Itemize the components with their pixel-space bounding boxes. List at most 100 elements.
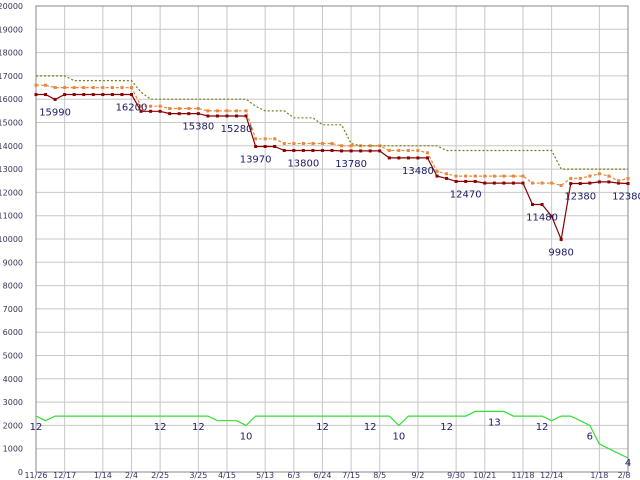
series-1-point [63,86,67,90]
series-1-point [34,83,38,87]
y-tick-label: 4000 [3,375,23,384]
series-0-point [53,97,57,101]
price-data-label: 11480 [526,213,558,224]
y-tick-label: 0 [18,468,23,477]
x-tick-label: 2/8 [618,471,631,480]
series-1-point [368,144,372,148]
price-data-label: 13780 [335,159,367,170]
series-1-point [607,174,611,178]
series-0-point [187,112,191,116]
plot-frame [35,5,629,473]
series-1-point [215,109,219,113]
series-0-point [254,144,258,148]
count-data-label: 12 [30,422,43,433]
series-0-point [196,112,200,116]
series-1-point [120,86,124,90]
series-0-point [473,179,477,183]
series-0-point [559,237,563,241]
series-1-point [435,169,439,173]
series-1-point [550,181,554,185]
series-1-point [492,174,496,178]
price-data-label: 16200 [116,103,148,114]
x-tick-label: 2/25 [151,471,169,480]
y-tick-label: 19000 [0,25,23,34]
y-tick-label: 18000 [0,49,23,58]
series-0-point [120,93,124,97]
series-1-point [301,141,305,145]
series-0-point [72,93,76,97]
price-data-label: 15990 [39,107,71,118]
series-0-point [569,182,573,186]
series-1-point [263,137,267,141]
series-0-point [445,176,449,180]
series-1-point [406,148,410,152]
count-data-label: 10 [240,431,253,442]
series-0-point [483,181,487,185]
x-tick-label: 6/24 [313,471,331,480]
price-data-label: 9980 [548,247,573,258]
series-0-point [607,180,611,184]
series-0-point [435,174,439,178]
series-0-point [378,149,382,153]
series-0-point [387,156,391,160]
series-1-point [454,174,458,178]
grid [35,5,629,473]
series-0-point [540,203,544,207]
series-0-point [597,180,601,184]
series-1-point [473,174,477,178]
series-0-point [168,112,172,116]
y-tick-label: 9000 [3,258,23,267]
y-tick-label: 10000 [0,235,23,244]
x-tick-label: 1/18 [590,471,608,480]
series-1-point [521,174,525,178]
series-1-point [168,107,172,111]
series-0-point [215,114,219,118]
x-tick-label: 8/5 [373,471,386,480]
series-0-point [139,109,143,113]
x-tick-label: 7/15 [342,471,360,480]
y-tick-label: 14000 [0,142,23,151]
x-tick-label: 12/17 [53,471,76,480]
count-data-label: 12 [154,422,167,433]
y-tick-label: 17000 [0,72,23,81]
count-data-label: 13 [488,417,501,428]
series-1-point [416,148,420,152]
x-tick-label: 2/4 [125,471,138,480]
series-0-point [397,156,401,160]
count-data-label: 6 [587,431,593,442]
price-data-label: 12380 [564,192,596,203]
x-tick-label: 9/30 [447,471,465,480]
series-0-point [349,149,353,153]
y-tick-label: 1000 [3,445,23,454]
series-1-point [349,144,353,148]
x-tick-label: 1/14 [94,471,112,480]
y-tick-label: 11000 [0,212,23,221]
series-1-point [511,174,515,178]
series-1-point [626,176,630,180]
series-0-point [416,156,420,160]
series-1-point [320,141,324,145]
count-data-label: 12 [192,422,205,433]
series-1-point [44,83,48,87]
series-1-point [397,148,401,152]
series-1-point [340,144,344,148]
series-1-point [540,181,544,185]
series-1-point [254,137,258,141]
y-tick-label: 12000 [0,188,23,197]
series-0-point [177,112,181,116]
price-data-label: 13970 [240,154,272,165]
y-tick-label: 16000 [0,95,23,104]
series-0-point [301,148,305,152]
price-data-label: 15280 [221,124,253,135]
y-tick-label: 13000 [0,165,23,174]
series-0-point [158,109,162,113]
series-0-point [34,93,38,97]
series-0-point [63,93,67,97]
y-tick-label: 7000 [3,305,23,314]
count-data-label: 12 [316,422,329,433]
series-1-point [235,109,239,113]
series-0-point [425,156,429,160]
series-0-point [492,181,496,185]
x-tick-label: 3/25 [189,471,207,480]
price-data-label: 12380 [612,192,640,203]
